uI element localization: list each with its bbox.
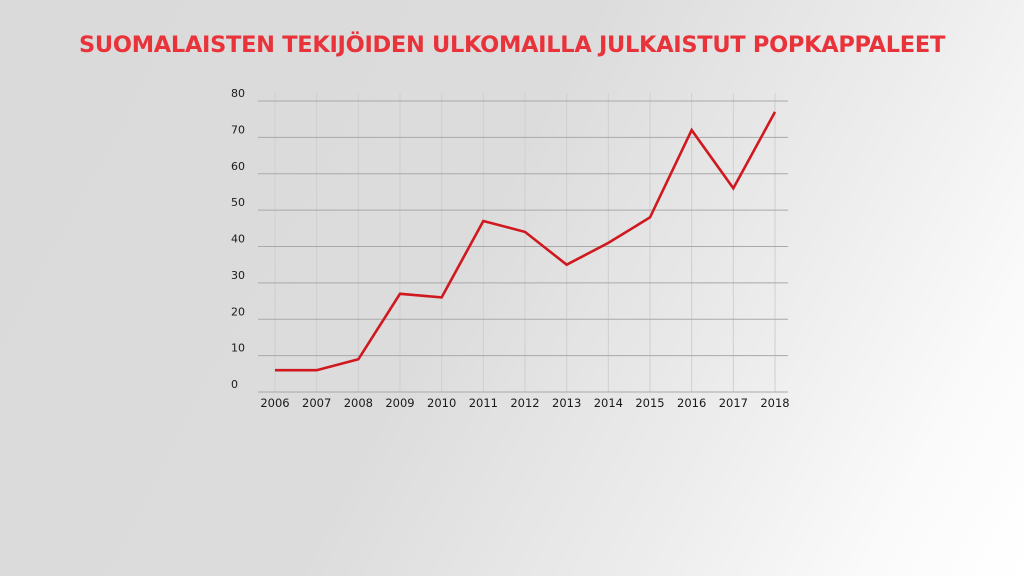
y-tick-label-60: 60 [231,160,245,173]
y-tick-label-70: 70 [231,123,245,136]
x-tick-label-2008: 2008 [344,396,373,410]
x-tick-label-2014: 2014 [594,396,623,410]
y-tick-label-30: 30 [231,269,245,282]
horizontal-gridlines [258,100,788,393]
y-tick-label-40: 40 [231,233,245,246]
y-axis-tick-labels: 0 10 20 30 40 50 60 70 80 [231,87,245,391]
x-tick-label-2009: 2009 [385,396,414,410]
y-tick-label-50: 50 [231,196,245,209]
x-tick-label-2010: 2010 [427,396,456,410]
data-line [275,111,777,372]
vertical-gridlines [274,93,776,392]
x-tick-label-2011: 2011 [469,396,498,410]
chart-title: SUOMALAISTEN TEKIJÖIDEN ULKOMAILLA JULKA… [79,32,945,58]
x-tick-label-2013: 2013 [552,396,581,410]
x-tick-label-2017: 2017 [719,396,748,410]
x-tick-label-2012: 2012 [510,396,539,410]
x-tick-label-2006: 2006 [260,396,289,410]
x-tick-label-2018: 2018 [760,396,789,410]
y-tick-label-10: 10 [231,342,245,355]
x-tick-label-2015: 2015 [635,396,664,410]
y-tick-label-80: 80 [231,87,245,100]
x-tick-label-2016: 2016 [677,396,706,410]
x-axis-tick-labels: 2006 2007 2008 2009 2010 2011 2012 2013 2014 2015… [260,396,789,410]
y-tick-label-20: 20 [231,305,245,318]
y-tick-label-0: 0 [231,378,238,391]
x-tick-label-2007: 2007 [302,396,331,410]
